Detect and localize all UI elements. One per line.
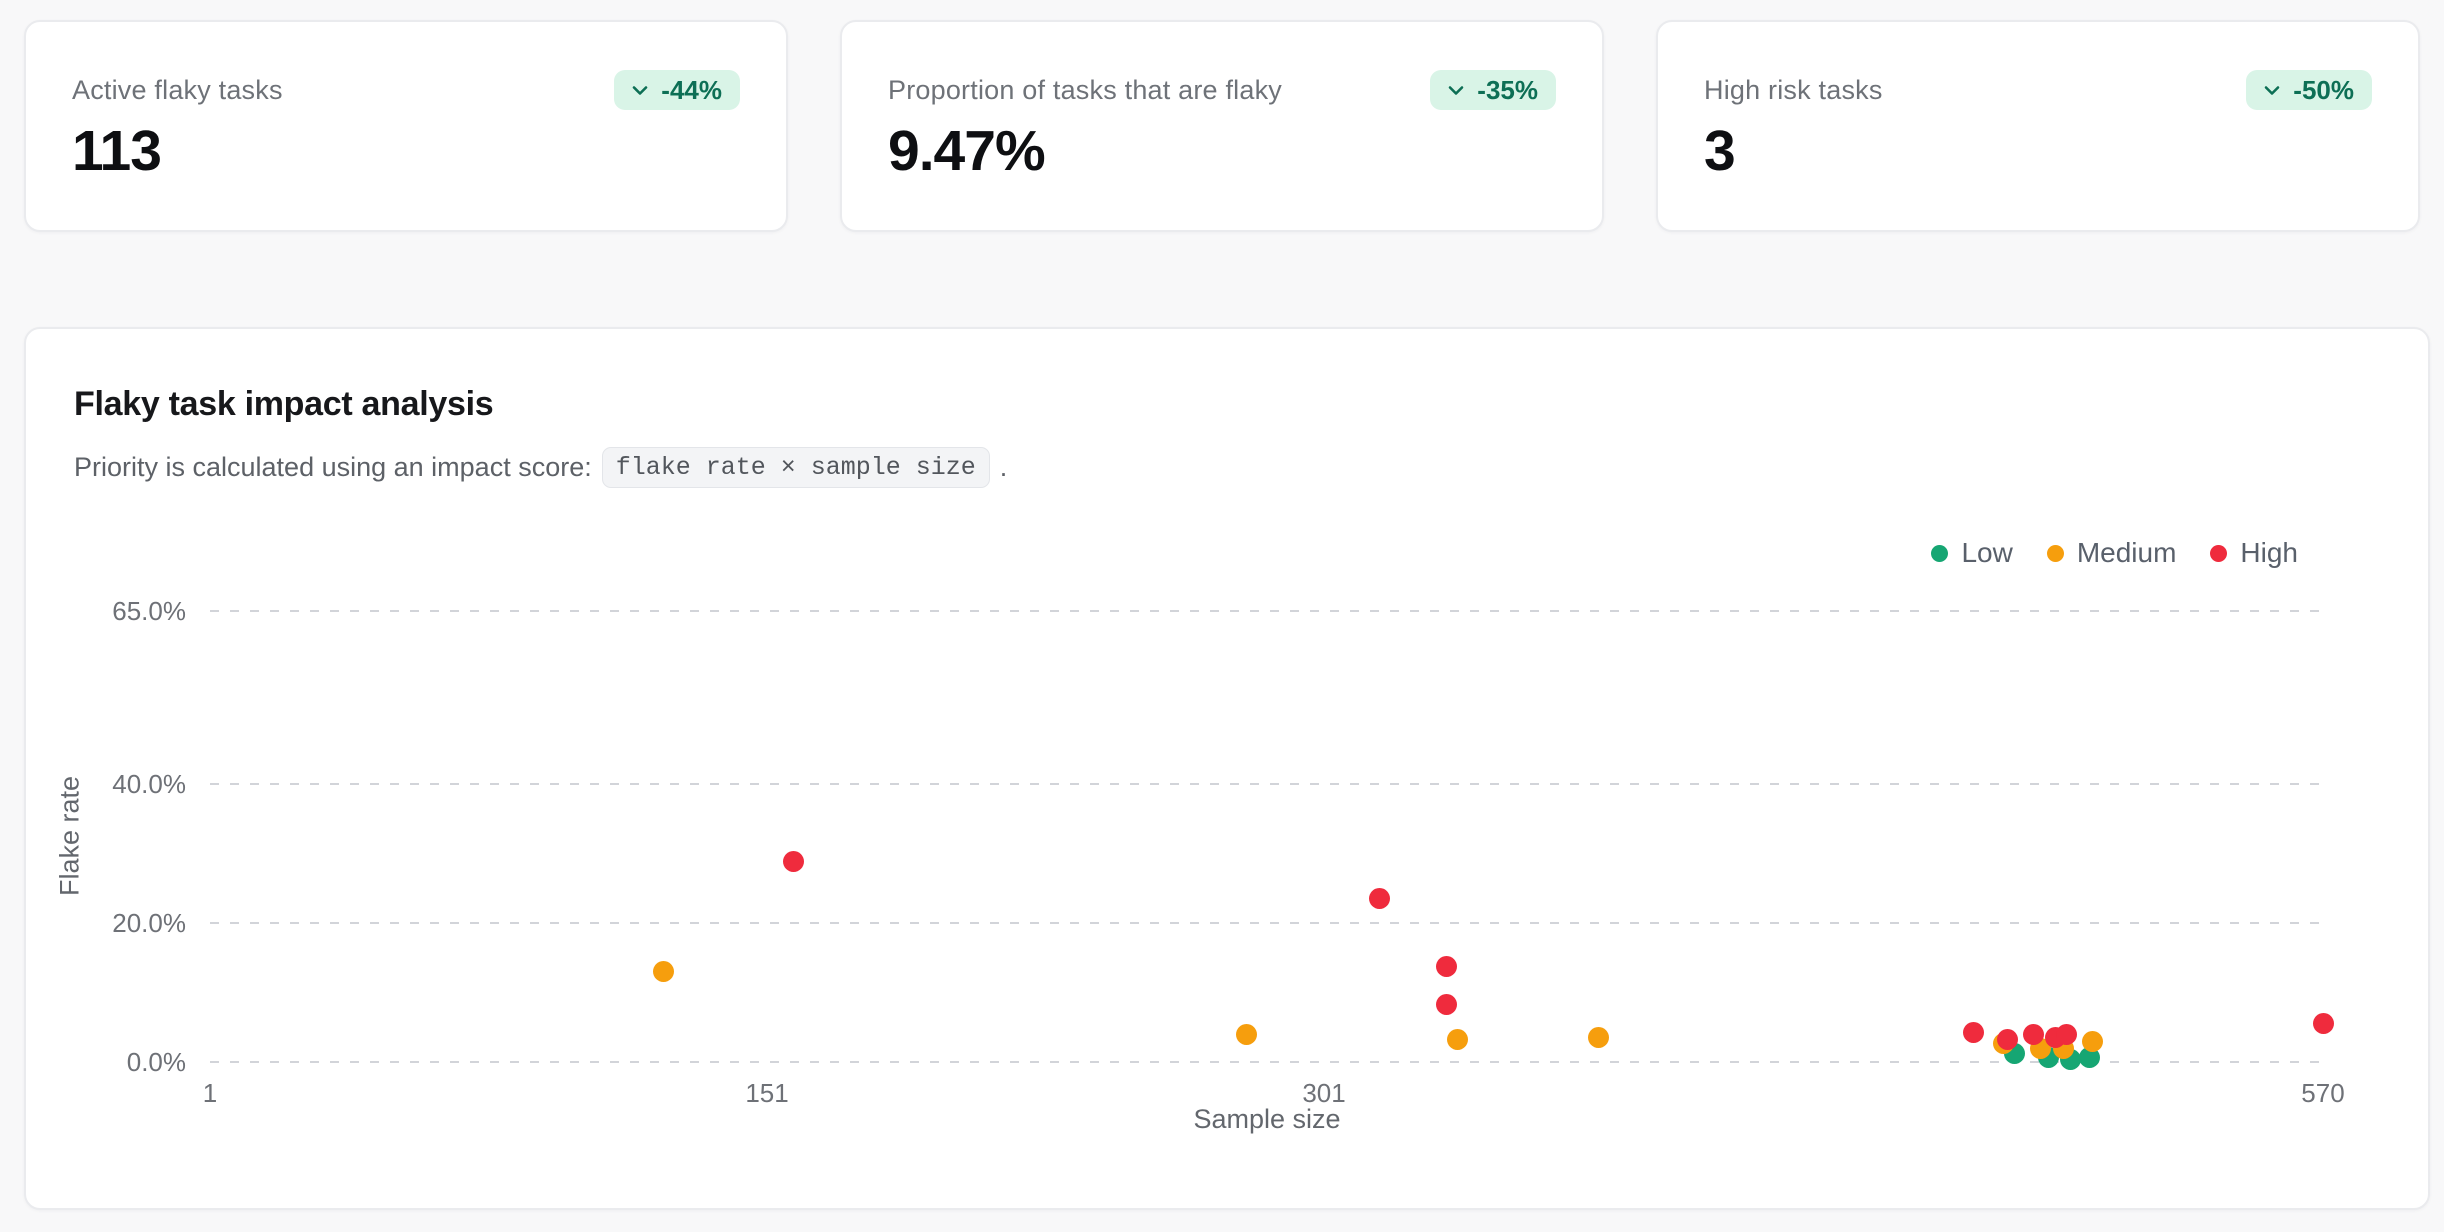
chart-title: Flaky task impact analysis xyxy=(74,385,494,423)
legend-dot-icon xyxy=(2210,544,2228,562)
trend-badge-value: -44% xyxy=(661,75,722,105)
plot-area: 0.0% 20.0% 40.0% 65.0% 1 151 301 570 xyxy=(112,596,2344,1108)
data-point-medium xyxy=(1447,1028,1469,1050)
trend-badge: -35% xyxy=(1430,70,1556,110)
data-point-low xyxy=(2078,1046,2100,1068)
chart-subtitle: Priority is calculated using an impact s… xyxy=(74,447,1007,488)
chevron-down-icon xyxy=(628,78,652,102)
legend-label: Medium xyxy=(2076,537,2177,568)
gridline xyxy=(210,1061,2323,1063)
chart-subtitle-text: Priority is calculated using an impact s… xyxy=(74,452,592,482)
trend-badge: -44% xyxy=(614,70,740,110)
data-point-high xyxy=(2056,1024,2078,1046)
trend-badge-value: -50% xyxy=(2293,75,2354,105)
data-point-high xyxy=(1436,993,1458,1015)
data-point-high xyxy=(782,850,804,872)
stat-card-proportion-flaky: Proportion of tasks that are flaky -35% … xyxy=(840,20,1604,232)
gridline xyxy=(210,610,2323,612)
data-point-high xyxy=(2312,1013,2334,1035)
y-tick-label: 0.0% xyxy=(126,1047,186,1077)
trend-badge: -50% xyxy=(2246,70,2372,110)
legend-label: High xyxy=(2240,537,2298,568)
data-point-high xyxy=(1369,887,1391,909)
stat-label: Active flaky tasks xyxy=(72,74,283,105)
legend-item-high[interactable]: High xyxy=(2210,537,2298,569)
stat-card-header: Proportion of tasks that are flaky -35% xyxy=(888,70,1556,110)
stat-card-header: Active flaky tasks -44% xyxy=(72,70,740,110)
y-axis-title: Flake rate xyxy=(54,775,85,897)
x-tick-label: 570 xyxy=(2301,1078,2345,1108)
data-point-high xyxy=(1996,1028,2018,1050)
data-point-medium xyxy=(2082,1031,2104,1053)
stat-card-high-risk-tasks: High risk tasks -50% 3 xyxy=(1656,20,2420,232)
legend-item-medium[interactable]: Medium xyxy=(2046,537,2177,569)
data-point-high xyxy=(1436,955,1458,977)
gridline xyxy=(210,922,2323,925)
legend-dot-icon xyxy=(1931,544,1949,562)
stat-cards-row: Active flaky tasks -44% 113 Proportion o… xyxy=(24,20,2420,232)
stat-value: 3 xyxy=(1704,119,1736,183)
data-point-medium xyxy=(1235,1023,1257,1045)
stat-label: High risk tasks xyxy=(1704,74,1883,105)
legend-dot-icon xyxy=(2046,544,2064,562)
data-point-high xyxy=(2022,1024,2044,1046)
x-tick-label: 1 xyxy=(202,1078,218,1108)
data-point-medium xyxy=(1588,1027,1610,1049)
gridline xyxy=(210,783,2323,786)
trend-badge-value: -35% xyxy=(1477,75,1538,105)
chart-subtitle-period: . xyxy=(999,452,1008,482)
y-tick-label: 20.0% xyxy=(112,908,186,939)
stat-label: Proportion of tasks that are flaky xyxy=(888,74,1282,105)
stat-value: 113 xyxy=(72,119,162,183)
y-tick-label: 40.0% xyxy=(112,769,186,800)
x-tick-label: 151 xyxy=(745,1078,789,1108)
data-point-medium xyxy=(652,960,674,982)
legend-item-low[interactable]: Low xyxy=(1931,537,2013,569)
flaky-impact-chart-card: Flaky task impact analysis Priority is c… xyxy=(24,327,2430,1210)
chevron-down-icon xyxy=(2260,78,2284,102)
x-tick-label: 301 xyxy=(1302,1078,1346,1108)
stat-card-active-flaky-tasks: Active flaky tasks -44% 113 xyxy=(24,20,788,232)
stat-card-header: High risk tasks -50% xyxy=(1704,70,2372,110)
chevron-down-icon xyxy=(1444,78,1468,102)
x-axis-title: Sample size xyxy=(1193,1104,1341,1134)
legend-label: Low xyxy=(1961,537,2013,568)
stat-value: 9.47% xyxy=(888,119,1046,183)
y-tick-label: 65.0% xyxy=(112,596,186,626)
legend: Low Medium High xyxy=(1931,537,2298,569)
data-point-high xyxy=(1963,1022,1985,1044)
impact-score-formula-chip: flake rate × sample size xyxy=(601,447,990,488)
